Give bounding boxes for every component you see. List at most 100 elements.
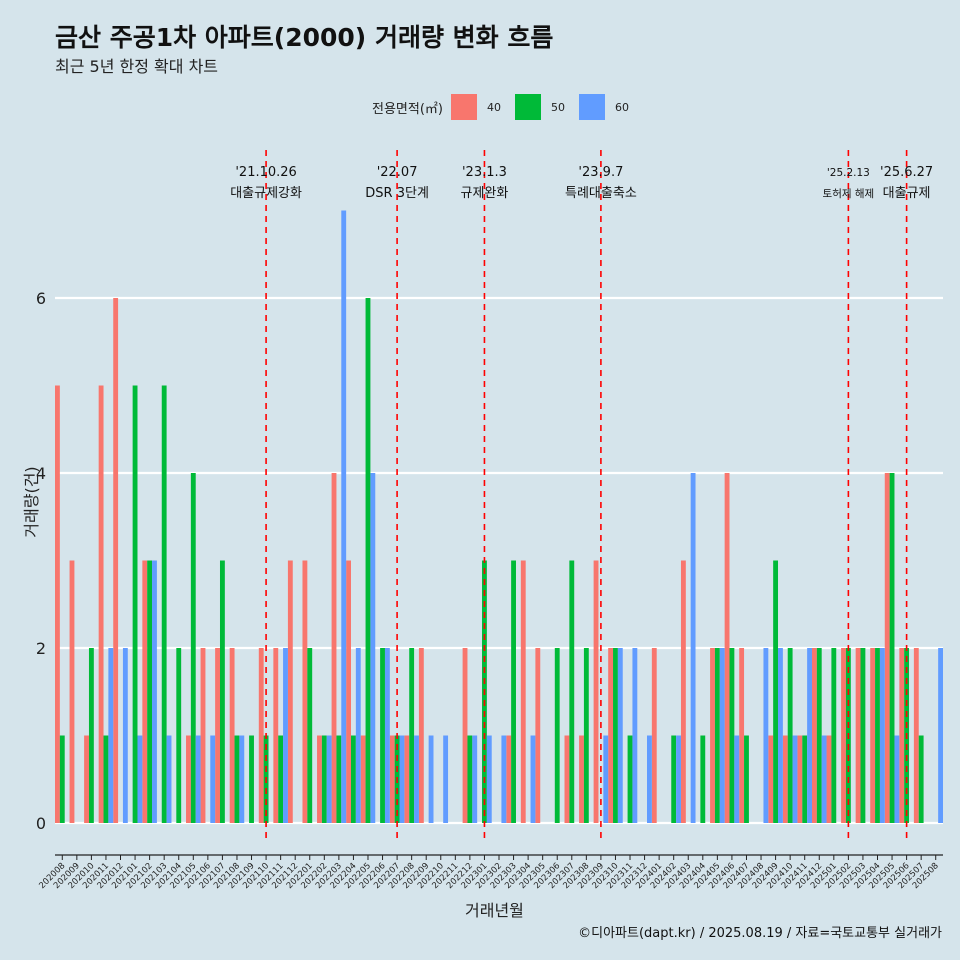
bar-40-202308 — [579, 735, 584, 823]
bar-50-202307 — [569, 560, 575, 823]
bar-40-202309 — [593, 560, 599, 823]
bar-50-202108 — [234, 735, 240, 823]
bar-50-202406 — [729, 648, 735, 823]
bar-40-202504 — [870, 648, 876, 823]
bar-40-202201 — [302, 560, 308, 823]
bar-40-202305 — [535, 648, 541, 823]
bar-50-202103 — [161, 385, 167, 823]
bar-50-202410 — [787, 648, 793, 823]
legend-label-40: 40 — [486, 100, 501, 114]
bar-60-202012 — [122, 648, 128, 823]
event-name-label: 대출규제 — [883, 186, 931, 201]
bar-50-202310 — [613, 648, 618, 823]
bar-60-202403 — [690, 473, 696, 823]
bar-50-202503 — [860, 648, 866, 823]
bar-40-202108 — [229, 648, 235, 823]
bar-50-202404 — [700, 735, 706, 823]
bar-40-202501 — [826, 735, 832, 823]
legend-key-50 — [514, 94, 541, 120]
bar-50-202212 — [467, 735, 473, 823]
bar-50-202504 — [875, 648, 880, 823]
x-axis-label: 거래년월 — [465, 901, 524, 920]
bar-50-202507 — [918, 735, 924, 823]
bar-40-202407 — [739, 648, 745, 823]
bar-50-202407 — [744, 735, 749, 823]
bar-40-202009 — [69, 560, 75, 823]
bar-60-202505 — [894, 735, 900, 823]
bar-60-202102 — [152, 560, 157, 823]
bar-60-202106 — [210, 735, 216, 823]
event-date-label: '25.2.13 — [827, 167, 870, 179]
legend-title: 전용면적(㎡) — [372, 101, 443, 117]
bar-60-202405 — [719, 648, 725, 823]
event-name-label: 특례대출축소 — [565, 186, 637, 201]
bar-60-202202 — [326, 735, 332, 823]
bar-50-202201 — [307, 648, 313, 823]
event-date-label: '23.1.3 — [462, 165, 507, 180]
chart-subtitle: 최근 5년 한정 확대 차트 — [55, 57, 219, 76]
bar-60-202205 — [370, 473, 376, 823]
bar-40-202106 — [200, 648, 206, 823]
bar-40-202203 — [331, 473, 337, 823]
bar-40-202505 — [884, 473, 890, 823]
bar-50-202311 — [627, 735, 633, 823]
bar-40-202209 — [418, 648, 424, 823]
bar-60-202105 — [195, 735, 201, 823]
bar-60-202103 — [166, 735, 172, 823]
bar-40-202207 — [389, 735, 395, 823]
bar-40-202401 — [651, 648, 657, 823]
legend: 전용면적(㎡) 40 50 60 — [372, 93, 643, 121]
bar-60-202204 — [355, 648, 361, 823]
bar-60-202111 — [283, 648, 288, 823]
bar-40-202107 — [215, 648, 220, 823]
bar-60-202207 — [399, 735, 405, 823]
y-tick-label: 4 — [36, 464, 46, 483]
event-name-label: 규제완화 — [461, 186, 509, 201]
bar-50-202411 — [802, 735, 808, 823]
bar-40-202304 — [520, 560, 526, 823]
bar-40-202012 — [113, 298, 119, 823]
bar-60-202108 — [239, 735, 245, 823]
bar-50-202409 — [773, 560, 779, 823]
bar-50-202405 — [714, 648, 720, 823]
bar-50-202111 — [278, 735, 284, 823]
bar-60-202203 — [341, 210, 347, 823]
legend-key-40 — [450, 94, 477, 120]
bar-60-202406 — [734, 735, 740, 823]
bar-50-202206 — [380, 648, 385, 823]
bar-50-202008 — [59, 735, 65, 823]
bar-50-202102 — [147, 560, 153, 823]
bar-50-202104 — [176, 648, 182, 823]
bar-40-202502 — [841, 648, 846, 823]
bar-40-202409 — [768, 735, 774, 823]
bar-40-202102 — [142, 560, 148, 823]
bar-60-202209 — [428, 735, 434, 823]
legend-label-60: 60 — [614, 100, 629, 114]
bar-40-202212 — [462, 648, 468, 823]
bar-40-202010 — [84, 735, 89, 823]
y-axis-label: 거래량(건) — [22, 466, 41, 538]
bar-60-202312 — [647, 735, 652, 823]
y-tick-label: 6 — [36, 289, 46, 308]
bar-50-202402 — [671, 735, 677, 823]
bar-40-202110 — [258, 648, 264, 823]
bar-60-202310 — [617, 648, 623, 823]
legend-label-50: 50 — [550, 100, 565, 114]
bar-50-202204 — [351, 735, 356, 823]
bar-40-202011 — [98, 385, 104, 823]
bar-40-202406 — [724, 473, 730, 823]
bar-50-202109 — [249, 735, 254, 823]
bar-50-202306 — [554, 648, 560, 823]
bar-60-202301 — [486, 735, 492, 823]
bar-60-202309 — [603, 735, 609, 823]
bar-40-202112 — [287, 560, 293, 823]
bar-40-202204 — [346, 560, 351, 823]
bar-60-202206 — [384, 648, 390, 823]
legend-key-60 — [578, 94, 605, 120]
bar-40-202503 — [855, 648, 861, 823]
bar-40-202507 — [913, 648, 919, 823]
bar-50-202107 — [219, 560, 225, 823]
event-date-label: '25.6.27 — [880, 165, 933, 180]
bar-50-202010 — [88, 648, 94, 823]
bar-60-202410 — [792, 735, 798, 823]
